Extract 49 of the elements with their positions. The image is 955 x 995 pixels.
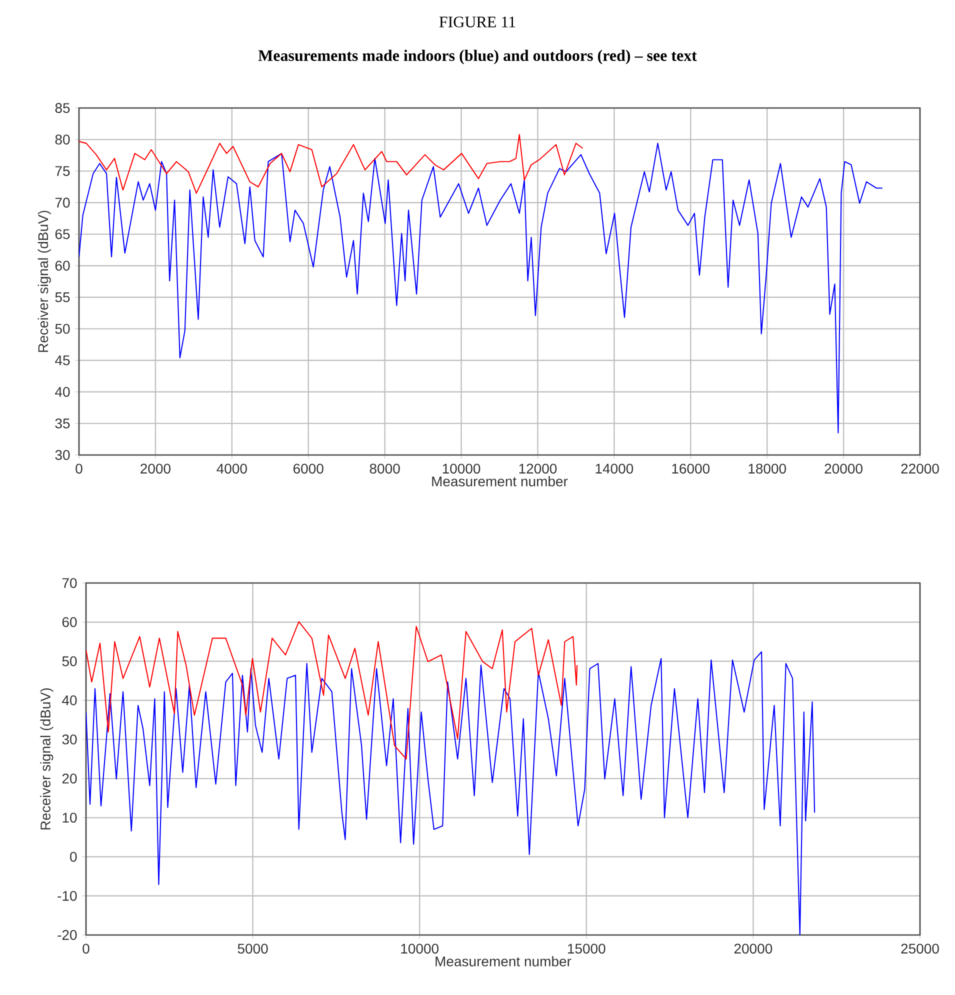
y-tick-label: 30 [62, 734, 77, 744]
x-axis-title: Measurement number [436, 956, 572, 966]
x-tick-label: 4000 [216, 464, 247, 474]
x-tick-label: 16000 [672, 464, 710, 474]
y-tick-label: 80 [55, 134, 70, 145]
y-tick-label: 30 [55, 450, 70, 460]
y-tick-label: 40 [62, 695, 77, 706]
y-tick-label: 60 [62, 617, 77, 628]
y-tick-label: 45 [55, 355, 70, 366]
x-tick-label: 10000 [401, 944, 439, 954]
y-tick-label: 20 [62, 774, 77, 784]
line-series [78, 142, 884, 434]
x-tick-label: 0 [82, 944, 90, 954]
x-tick-label: 14000 [596, 464, 634, 474]
x-tick-label: 5000 [238, 944, 268, 954]
x-tick-label: 18000 [748, 464, 786, 474]
y-tick-label: 65 [55, 229, 70, 240]
y-tick-label: -20 [58, 930, 77, 940]
y-tick-label: 85 [55, 103, 70, 113]
x-tick-label: 25000 [901, 944, 939, 954]
x-tick-label: 20000 [734, 944, 772, 954]
x-tick-label: 15000 [568, 944, 606, 954]
y-tick-label: -10 [58, 890, 77, 901]
x-tick-label: 20000 [824, 464, 862, 474]
x-tick-label: 22000 [901, 464, 939, 474]
y-tick-label: 70 [55, 198, 70, 208]
x-tick-label: 12000 [519, 464, 557, 474]
x-axis-title: Measurement number [432, 476, 568, 486]
y-tick-label: 50 [62, 656, 77, 666]
y-tick-label: 35 [55, 418, 70, 428]
y-tick-label: 0 [70, 852, 77, 862]
y-axis-title: Receiver signal (dBuV) [38, 210, 51, 352]
y-tick-label: 60 [55, 260, 70, 271]
x-tick-label: 2000 [140, 464, 170, 474]
y-tick-label: 70 [62, 578, 77, 588]
y-axis-title: Receiver signal (dBuV) [40, 688, 54, 830]
y-tick-label: 55 [55, 292, 70, 302]
line-series [86, 621, 578, 760]
x-tick-label: 6000 [294, 464, 324, 474]
y-tick-label: 75 [55, 166, 70, 176]
line-series [86, 651, 816, 935]
y-tick-label: 50 [55, 324, 70, 334]
line-series [78, 134, 584, 194]
y-tick-label: 10 [62, 812, 77, 823]
x-tick-label: 8000 [370, 464, 400, 474]
x-tick-label: 10000 [442, 464, 480, 474]
chart-title: FIGURE 11 [439, 16, 516, 28]
y-tick-label: 40 [55, 386, 70, 397]
chart-subtitle: Measurements made indoors (blue) and outdoors (red) – see text [258, 50, 697, 64]
